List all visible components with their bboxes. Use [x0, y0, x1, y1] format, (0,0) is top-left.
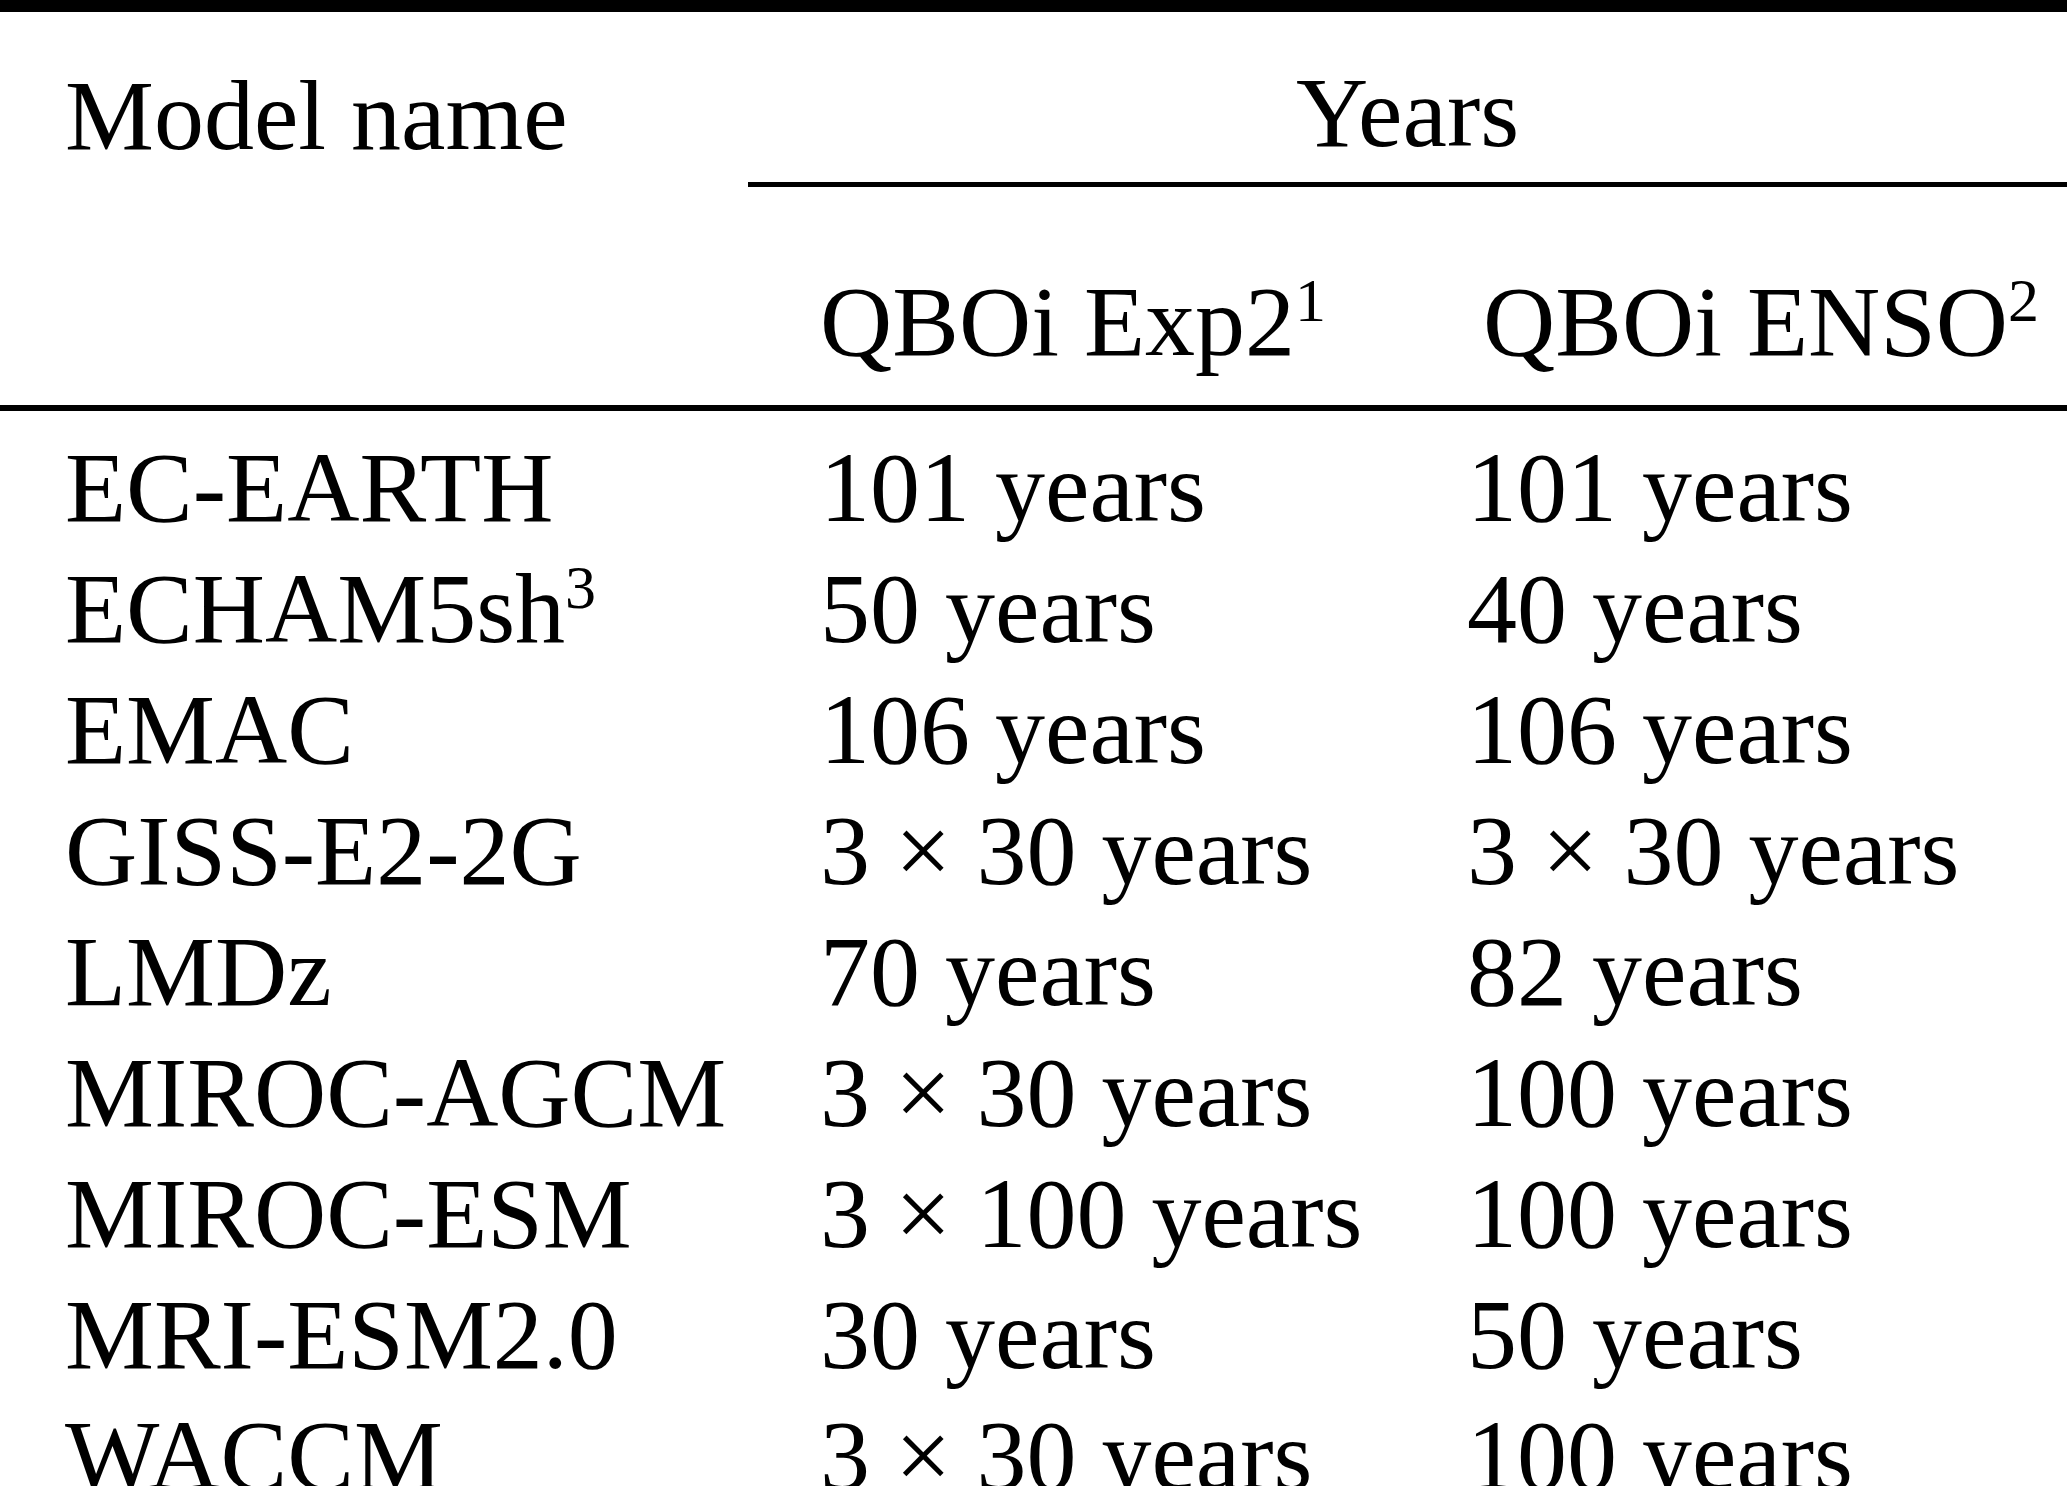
table-row: EC-EARTH 101 years101 years	[0, 408, 2067, 548]
exp2-years-cell: 101 years	[748, 408, 1465, 548]
exp2-years-cell: 3 × 30 years	[748, 1395, 1465, 1486]
enso-years-cell: 100 years	[1465, 1032, 2067, 1153]
model-name-cell: GISS-E2-2G	[0, 790, 748, 911]
model-name-cell: EC-EARTH	[0, 408, 748, 548]
page: Model name Years QBOi Exp21 QBOi ENSO2 E…	[0, 0, 2067, 1486]
enso-years-cell: 100 years	[1465, 1395, 2067, 1486]
enso-years-cell: 3 × 30 years	[1465, 790, 2067, 911]
table-row: MRI-ESM2.0 30 years50 years	[0, 1274, 2067, 1395]
exp2-years-cell: 3 × 100 years	[748, 1153, 1465, 1274]
enso-years-cell: 101 years	[1465, 408, 2067, 548]
enso-years-cell: 40 years	[1465, 548, 2067, 669]
model-years-table: Model name Years QBOi Exp21 QBOi ENSO2 E…	[0, 0, 2067, 1486]
model-name-cell: MRI-ESM2.0	[0, 1274, 748, 1395]
model-name: ECHAM5sh	[65, 553, 565, 664]
model-name: MRI-ESM2.0	[65, 1279, 618, 1390]
table-header: Model name Years QBOi Exp21 QBOi ENSO2	[0, 6, 2067, 408]
model-name: LMDz	[65, 916, 332, 1027]
model-footnote-marker: 3	[565, 553, 596, 621]
years-spanner-header: Years	[748, 6, 2067, 185]
table-row: GISS-E2-2G 3 × 30 years3 × 30 years	[0, 790, 2067, 911]
exp2-years-cell: 3 × 30 years	[748, 790, 1465, 911]
table-body: EC-EARTH101 years101 yearsECHAM5sh350 ye…	[0, 408, 2067, 1486]
model-name: MIROC-ESM	[65, 1158, 632, 1269]
enso-years-cell: 100 years	[1465, 1153, 2067, 1274]
exp2-years-cell: 50 years	[748, 548, 1465, 669]
qboi-enso-label: QBOi ENSO	[1483, 266, 2008, 377]
model-name-cell: MIROC-ESM	[0, 1153, 748, 1274]
model-name-cell: WACCM	[0, 1395, 748, 1486]
exp2-years-cell: 70 years	[748, 911, 1465, 1032]
header-row-top: Model name Years	[0, 6, 2067, 185]
model-name-header: Model name	[0, 6, 748, 185]
qboi-exp2-header: QBOi Exp21	[748, 185, 1465, 409]
header-row-sub: QBOi Exp21 QBOi ENSO2	[0, 185, 2067, 409]
table-row: LMDz 70 years82 years	[0, 911, 2067, 1032]
model-name-cell: EMAC	[0, 669, 748, 790]
model-name: WACCM	[65, 1400, 443, 1486]
table-row: ECHAM5sh350 years40 years	[0, 548, 2067, 669]
model-name: EMAC	[65, 674, 354, 785]
model-name: GISS-E2-2G	[65, 795, 582, 906]
empty-header-cell	[0, 185, 748, 409]
enso-years-cell: 50 years	[1465, 1274, 2067, 1395]
table-row: MIROC-ESM 3 × 100 years100 years	[0, 1153, 2067, 1274]
qboi-exp2-label: QBOi Exp2	[820, 266, 1295, 377]
qboi-exp2-footnote-marker: 1	[1295, 266, 1326, 334]
exp2-years-cell: 30 years	[748, 1274, 1465, 1395]
enso-years-cell: 106 years	[1465, 669, 2067, 790]
exp2-years-cell: 106 years	[748, 669, 1465, 790]
model-name-cell: ECHAM5sh3	[0, 548, 748, 669]
model-name: MIROC-AGCM	[65, 1037, 726, 1148]
table-row: EMAC 106 years106 years	[0, 669, 2067, 790]
model-name: EC-EARTH	[65, 432, 553, 543]
enso-years-cell: 82 years	[1465, 911, 2067, 1032]
qboi-enso-header: QBOi ENSO2	[1465, 185, 2067, 409]
table-row: MIROC-AGCM3 × 30 years100 years	[0, 1032, 2067, 1153]
table-row: WACCM 3 × 30 years100 years	[0, 1395, 2067, 1486]
model-name-cell: LMDz	[0, 911, 748, 1032]
exp2-years-cell: 3 × 30 years	[748, 1032, 1465, 1153]
model-name-cell: MIROC-AGCM	[0, 1032, 748, 1153]
qboi-enso-footnote-marker: 2	[2008, 266, 2039, 334]
